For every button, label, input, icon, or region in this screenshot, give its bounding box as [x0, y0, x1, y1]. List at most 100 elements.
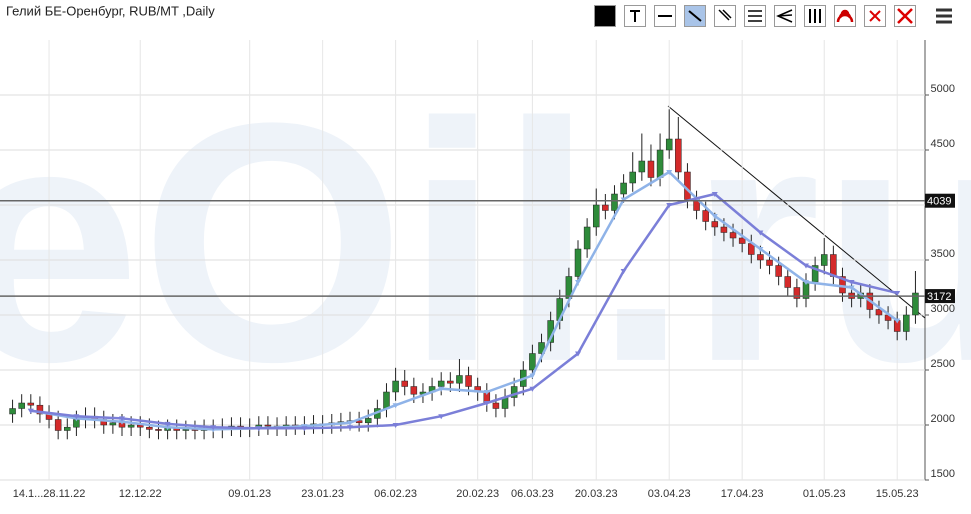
ma-marker [27, 408, 34, 414]
ma-marker [483, 390, 490, 395]
candle-body [529, 353, 536, 371]
candle-body [620, 182, 627, 195]
candle-body [775, 265, 782, 277]
delete-all-tool[interactable] [894, 5, 916, 27]
y-tick-label: 1500 [931, 468, 955, 480]
level-label: 3172 [927, 291, 951, 303]
candle-body [492, 402, 500, 409]
ma-marker [164, 425, 171, 431]
y-tick-label: 3500 [931, 248, 955, 260]
x-tick-label: 20.02.23 [456, 488, 499, 500]
candle-body [146, 426, 153, 430]
candle-body [18, 402, 25, 409]
candle-body [447, 380, 454, 384]
candle-body [903, 314, 910, 332]
ma-marker [848, 280, 855, 285]
ma-marker [347, 425, 353, 431]
vlines-tool[interactable] [804, 5, 826, 27]
ma-marker [529, 386, 536, 392]
ma-marker [255, 426, 262, 432]
candle-body [711, 221, 719, 228]
ma-marker [757, 247, 764, 252]
candle-body [401, 380, 408, 387]
x-tick-label: 15.05.23 [876, 488, 919, 500]
candle-body [656, 149, 664, 178]
ma-marker [757, 230, 764, 236]
x-tick-label: 06.03.23 [511, 488, 554, 500]
ma-marker [529, 373, 536, 379]
candle-body [383, 391, 390, 409]
candle-body [36, 404, 44, 415]
ma-marker [848, 285, 855, 291]
ma-marker [164, 421, 171, 427]
trendline-tool[interactable] [684, 5, 706, 27]
hline-tool[interactable] [654, 5, 676, 27]
fan-tool[interactable] [774, 5, 796, 27]
y-tick-label: 3000 [931, 303, 955, 315]
ma-marker [119, 416, 125, 422]
level-label-bg [925, 289, 955, 304]
watermark: eOil.ru [0, 53, 971, 433]
ma-marker [620, 269, 627, 274]
candle-body [784, 276, 792, 288]
x-tick-label: 01.05.23 [803, 488, 846, 500]
trend-line [667, 105, 926, 319]
candle-body [738, 237, 746, 244]
x-tick-label: 23.01.23 [301, 488, 344, 500]
candle-body [793, 287, 801, 299]
ma-marker [894, 291, 901, 296]
x-tick-label: 03.04.23 [648, 488, 691, 500]
ma-marker [894, 318, 901, 324]
lines-tool[interactable] [744, 5, 766, 27]
candle-body [264, 424, 272, 427]
candle-body [364, 418, 372, 424]
candle-body [757, 254, 764, 261]
candle-body [875, 309, 883, 316]
candle-body [9, 408, 16, 415]
candle-body [729, 232, 737, 239]
delete-tool[interactable] [864, 5, 886, 27]
candle-body [629, 171, 636, 184]
candle-body [465, 375, 472, 387]
candle-body [127, 424, 135, 428]
candle-body [602, 204, 609, 211]
candle-body [583, 226, 591, 250]
ma-marker [347, 420, 353, 426]
x-tick-label: 20.03.23 [575, 488, 618, 500]
candle-body [766, 259, 773, 266]
candle-body [182, 429, 190, 431]
y-tick-label: 5000 [931, 83, 955, 95]
candle-body [675, 138, 682, 173]
color-button[interactable] [594, 5, 616, 27]
text-tool[interactable] [624, 5, 646, 27]
ma-marker [711, 214, 718, 219]
y-tick-label: 4500 [931, 138, 955, 150]
menu-button[interactable] [934, 6, 954, 31]
x-tick-label: 12.12.22 [119, 488, 162, 500]
moving-average [30, 170, 898, 431]
ma-marker [392, 403, 399, 409]
candle-body [839, 276, 846, 294]
candle-body [830, 254, 837, 277]
candle-body [592, 204, 600, 228]
ma-marker [666, 203, 673, 208]
candle-body [912, 292, 919, 316]
arcs-tool[interactable] [834, 5, 856, 27]
candle-body [611, 193, 618, 211]
x-tick-label: 17.04.23 [721, 488, 764, 500]
candle-body [109, 422, 117, 426]
candle-body [410, 386, 418, 395]
ma-marker [301, 426, 308, 432]
candle-body [702, 210, 709, 222]
x-tick-label: 14.1...28.11.22 [13, 488, 86, 500]
channel-tool[interactable] [714, 5, 736, 27]
ma-marker [803, 280, 809, 285]
ma-marker [711, 192, 718, 197]
level-label: 4039 [927, 196, 951, 208]
candle-body [820, 254, 828, 266]
moving-average [30, 192, 898, 430]
candle-body [574, 248, 582, 277]
ma-marker [392, 423, 399, 428]
